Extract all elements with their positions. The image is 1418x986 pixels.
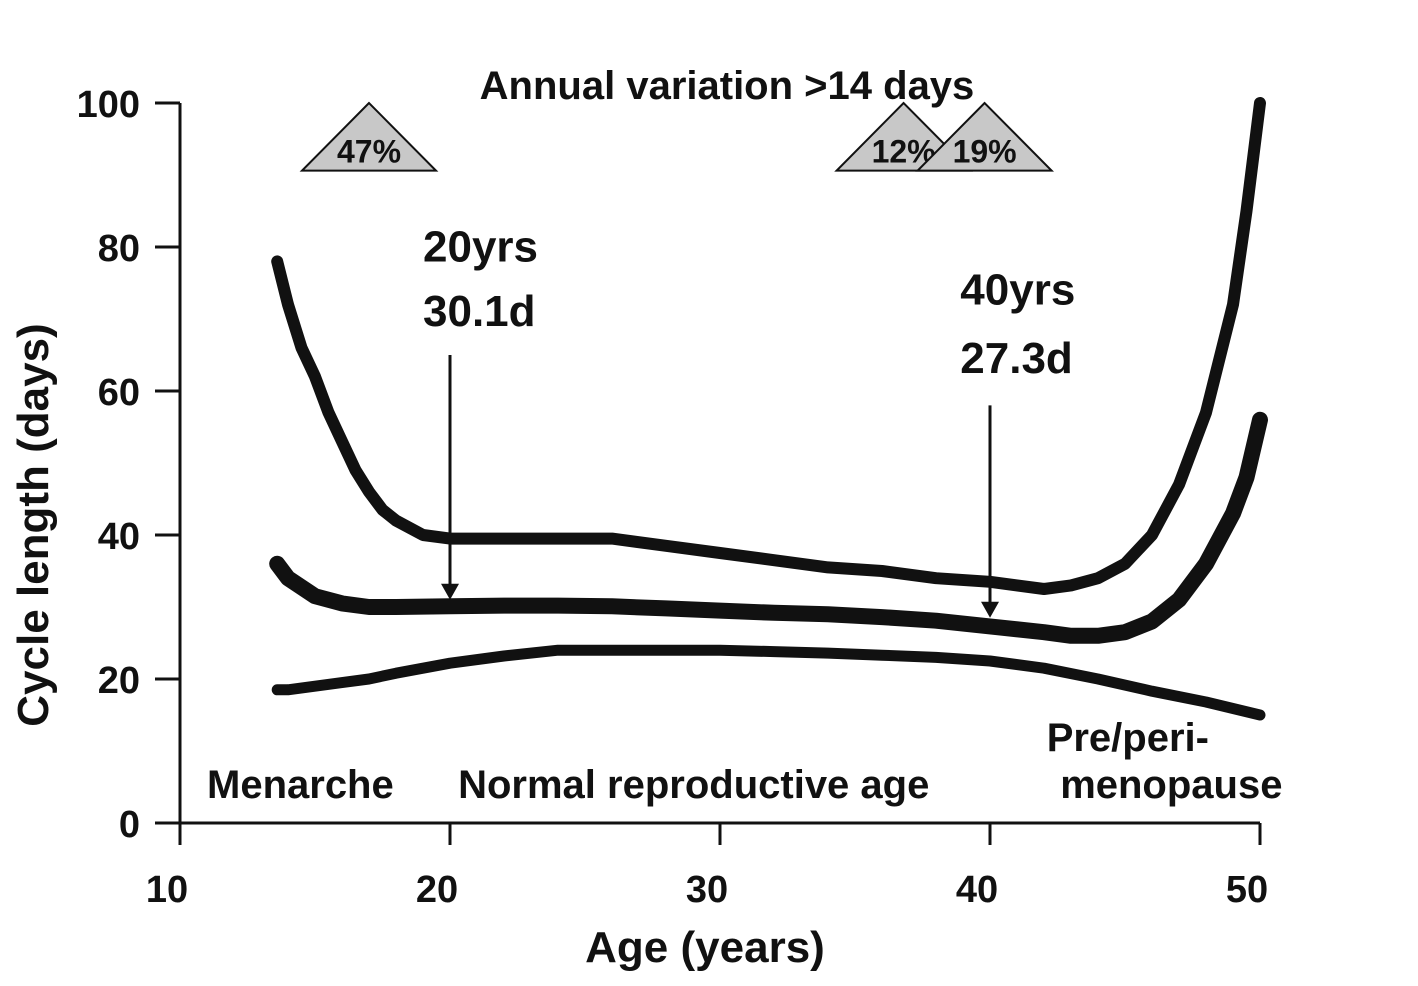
series-line-median	[269, 411, 1268, 644]
series-line-lower	[271, 644, 1266, 721]
annotation-value-text: 27.3d	[960, 334, 1073, 383]
phase-label: Pre/peri-	[1047, 716, 1209, 760]
y-tick-label: 20	[98, 660, 140, 702]
x-tick-label: 30	[686, 869, 728, 911]
x-tick-label: 40	[956, 869, 998, 911]
annotation-value-text: 30.1d	[423, 287, 536, 336]
y-tick-label: 60	[98, 372, 140, 414]
ticks-layer: 0 20 40 60 80 100 10 20 30 40 50	[77, 84, 1269, 911]
variation-triangle-label: 19%	[953, 134, 1017, 170]
variation-triangle	[299, 101, 439, 172]
variation-triangle-label: 47%	[337, 134, 401, 170]
phase-label: Normal reproductive age	[458, 763, 929, 807]
y-tick-label: 40	[98, 516, 140, 558]
y-tick-label: 80	[98, 228, 140, 270]
annotation-age-text: 20yrs	[423, 222, 538, 271]
phase-label: menopause	[1060, 763, 1282, 807]
lines-layer	[269, 97, 1268, 721]
y-tick-label: 100	[77, 84, 140, 126]
markers-layer: 47% 12% 19%	[299, 101, 1054, 172]
annotation-age-text: 40yrs	[960, 266, 1075, 315]
annotation-arrow-head	[981, 601, 999, 618]
chart-title: Annual variation >14 days	[480, 64, 975, 108]
series-line-upper	[271, 97, 1266, 595]
y-tick-label: 0	[119, 804, 140, 846]
y-axis-label: Cycle length (days)	[9, 323, 58, 726]
x-tick-label: 50	[1226, 869, 1268, 911]
x-axis-label: Age (years)	[585, 923, 825, 972]
x-tick-label: 20	[416, 869, 458, 911]
annotations-layer: 20yrs 30.1d 40yrs 27.3d	[423, 222, 1075, 618]
annotation-arrow-head	[441, 583, 459, 600]
variation-triangle	[915, 101, 1054, 172]
phase-labels-layer: Menarche Normal reproductive age Pre/peri-…	[207, 716, 1282, 807]
phase-label: Menarche	[207, 763, 394, 807]
x-tick-label: 10	[146, 869, 188, 911]
